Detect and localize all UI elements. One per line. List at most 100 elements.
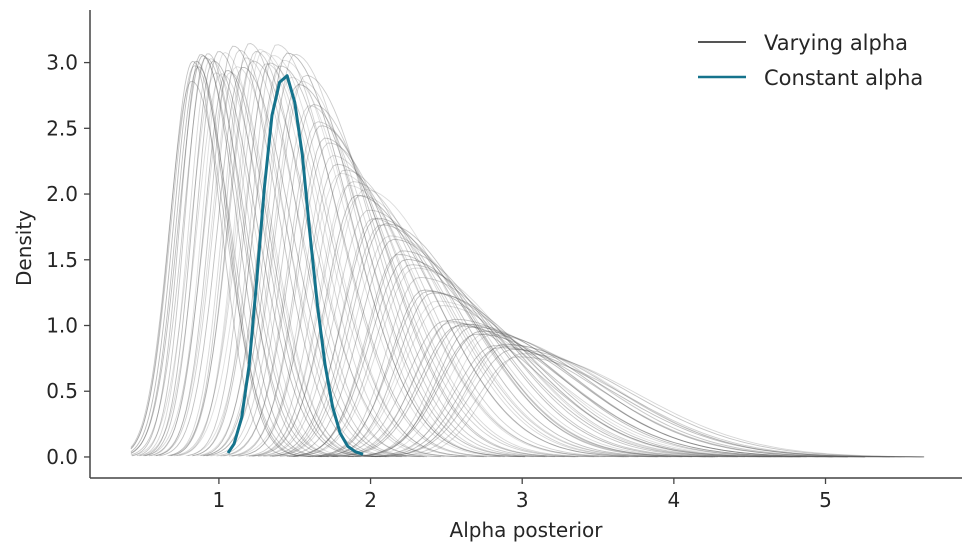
varying-alpha-curve bbox=[131, 54, 350, 458]
varying-alpha-curve bbox=[156, 45, 402, 458]
varying-alpha-curve bbox=[216, 104, 565, 458]
varying-alpha-curve bbox=[384, 356, 925, 458]
y-tick-label: 0.0 bbox=[46, 445, 78, 469]
varying-alpha-curve bbox=[223, 121, 595, 458]
varying-alpha-curve bbox=[291, 254, 718, 458]
y-tick-label: 1.0 bbox=[46, 314, 78, 338]
varying-alpha-curve bbox=[168, 57, 445, 458]
varying-alpha-curve bbox=[206, 74, 556, 458]
varying-alpha-curve bbox=[170, 60, 467, 458]
varying-alpha-curve bbox=[187, 62, 487, 458]
varying-alpha-curve bbox=[220, 125, 576, 458]
varying-alpha-curve bbox=[293, 267, 776, 458]
varying-alpha-curve bbox=[315, 300, 819, 458]
varying-alpha-curve bbox=[200, 52, 525, 458]
varying-alpha-curve bbox=[196, 76, 526, 458]
varying-alpha-curve bbox=[150, 51, 390, 458]
varying-alpha-curve bbox=[375, 344, 921, 458]
varying-alpha-curve bbox=[185, 60, 521, 458]
varying-alpha-curve bbox=[130, 60, 312, 458]
varying-alpha-curve bbox=[192, 44, 501, 458]
varying-alpha-curve bbox=[173, 63, 465, 458]
varying-alpha-curve bbox=[288, 250, 746, 458]
y-axis-ticks: 0.0 0.5 1.0 1.5 2.0 2.5 3.0 bbox=[46, 51, 90, 469]
varying-alpha-curve bbox=[130, 55, 330, 458]
legend-label-constant-alpha: Constant alpha bbox=[764, 66, 923, 90]
varying-alpha-curve bbox=[148, 70, 381, 458]
y-axis-label: Density bbox=[12, 210, 36, 286]
y-tick-label: 1.5 bbox=[46, 248, 78, 272]
varying-alpha-curve bbox=[175, 55, 485, 458]
x-tick-label: 3 bbox=[516, 488, 529, 512]
varying-alpha-curve bbox=[203, 53, 525, 458]
varying-alpha-curve bbox=[144, 71, 388, 458]
x-tick-label: 4 bbox=[667, 488, 680, 512]
varying-alpha-curve bbox=[311, 276, 783, 458]
varying-alpha-curve bbox=[239, 155, 606, 458]
varying-alpha-curve bbox=[130, 53, 339, 458]
varying-alpha-curve bbox=[257, 189, 683, 458]
varying-alpha-curve bbox=[258, 209, 682, 458]
varying-alpha-curve bbox=[251, 185, 627, 458]
varying-alpha-curve bbox=[139, 58, 355, 458]
varying-alpha-curve bbox=[130, 60, 299, 458]
varying-alpha-curve bbox=[171, 43, 427, 458]
varying-alpha-curve bbox=[131, 72, 361, 458]
varying-alpha-curve bbox=[191, 65, 505, 458]
y-tick-label: 0.5 bbox=[46, 379, 78, 403]
varying-alpha-curve bbox=[272, 223, 715, 458]
varying-alpha-curve bbox=[330, 325, 848, 458]
varying-alpha-curve bbox=[130, 66, 314, 458]
varying-alpha-curve bbox=[332, 323, 833, 458]
varying-alpha-curve bbox=[378, 343, 923, 458]
x-tick-label: 2 bbox=[364, 488, 377, 512]
varying-alpha-curves bbox=[130, 43, 925, 458]
varying-alpha-curve bbox=[331, 322, 834, 458]
varying-alpha-curve bbox=[130, 80, 322, 458]
varying-alpha-curve bbox=[347, 333, 865, 458]
varying-alpha-curve bbox=[307, 290, 800, 458]
varying-alpha-curve bbox=[232, 137, 579, 458]
varying-alpha-curve bbox=[167, 50, 442, 458]
varying-alpha-curve bbox=[318, 292, 807, 458]
varying-alpha-curve bbox=[269, 224, 713, 458]
varying-alpha-curve bbox=[272, 235, 729, 458]
x-axis-ticks: 1 2 3 4 5 bbox=[213, 478, 832, 512]
y-tick-label: 3.0 bbox=[46, 51, 78, 75]
varying-alpha-curve bbox=[315, 305, 793, 458]
varying-alpha-curve bbox=[371, 347, 925, 458]
x-tick-label: 5 bbox=[819, 488, 832, 512]
varying-alpha-curve bbox=[246, 169, 639, 458]
varying-alpha-curve bbox=[159, 66, 425, 458]
varying-alpha-curve bbox=[286, 258, 738, 458]
varying-alpha-curve bbox=[206, 80, 534, 458]
varying-alpha-curve bbox=[177, 50, 484, 458]
varying-alpha-curve bbox=[355, 326, 865, 458]
varying-alpha-curve bbox=[395, 353, 925, 458]
varying-alpha-curve bbox=[230, 172, 625, 458]
varying-alpha-curve bbox=[292, 264, 761, 458]
varying-alpha-curve bbox=[319, 320, 802, 458]
varying-alpha-curve bbox=[237, 163, 629, 458]
varying-alpha-curve bbox=[202, 84, 546, 458]
varying-alpha-curve bbox=[248, 181, 657, 458]
varying-alpha-curve bbox=[228, 142, 599, 458]
legend: Varying alpha Constant alpha bbox=[698, 31, 923, 90]
varying-alpha-curve bbox=[270, 218, 672, 458]
varying-alpha-curve bbox=[363, 345, 895, 458]
varying-alpha-curve bbox=[263, 217, 693, 458]
varying-alpha-curve bbox=[326, 318, 849, 458]
varying-alpha-curve bbox=[248, 195, 668, 458]
varying-alpha-curve bbox=[153, 66, 421, 458]
varying-alpha-curve bbox=[312, 289, 772, 458]
legend-label-varying-alpha: Varying alpha bbox=[764, 31, 908, 55]
varying-alpha-curve bbox=[375, 348, 925, 458]
varying-alpha-curve bbox=[348, 330, 890, 458]
y-tick-label: 2.0 bbox=[46, 182, 78, 206]
varying-alpha-curve bbox=[370, 334, 902, 458]
varying-alpha-curve bbox=[136, 57, 354, 458]
varying-alpha-curve bbox=[351, 323, 866, 458]
constant-alpha-curve bbox=[226, 74, 364, 456]
x-tick-label: 1 bbox=[213, 488, 226, 512]
